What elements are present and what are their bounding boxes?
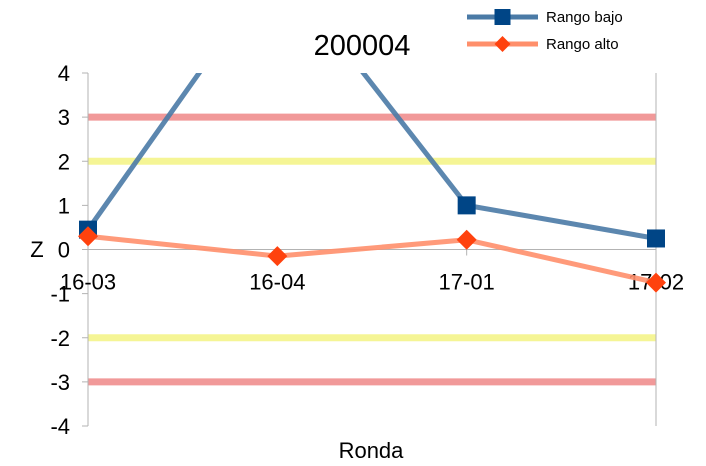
y-tick-label: 2 bbox=[58, 149, 70, 174]
x-axis-title: Ronda bbox=[339, 438, 405, 461]
x-tick-label: 17-01 bbox=[439, 270, 495, 295]
data-point bbox=[457, 196, 476, 215]
y-tick-label: -3 bbox=[50, 370, 70, 395]
legend-marker bbox=[494, 9, 511, 25]
legend: Rango bajo Rango alto bbox=[467, 9, 623, 53]
y-tick-label: 0 bbox=[58, 238, 70, 263]
x-tick-label: 16-04 bbox=[249, 270, 305, 295]
series-0 bbox=[79, 73, 665, 248]
data-point bbox=[456, 229, 477, 250]
y-tick-label: -4 bbox=[50, 414, 70, 439]
y-tick-label: -2 bbox=[50, 326, 70, 351]
legend-label: Rango bajo bbox=[546, 9, 623, 26]
series-line bbox=[87, 233, 657, 286]
legend-label: Rango alto bbox=[546, 36, 619, 53]
data-point bbox=[647, 229, 665, 248]
chart-title: 200004 bbox=[314, 30, 411, 62]
y-tick-label: -1 bbox=[50, 282, 70, 307]
data-point bbox=[646, 272, 666, 293]
y-tick-label: 1 bbox=[58, 193, 70, 218]
y-axis-title: Z bbox=[30, 237, 43, 262]
y-tick-label: 3 bbox=[58, 105, 70, 130]
data-point bbox=[267, 246, 288, 267]
y-tick-label: 4 bbox=[58, 61, 70, 86]
legend-marker bbox=[494, 36, 511, 52]
data-point bbox=[78, 226, 98, 247]
series-line bbox=[85, 73, 657, 241]
x-tick-label: 16-03 bbox=[60, 270, 116, 295]
series-1 bbox=[78, 226, 666, 293]
